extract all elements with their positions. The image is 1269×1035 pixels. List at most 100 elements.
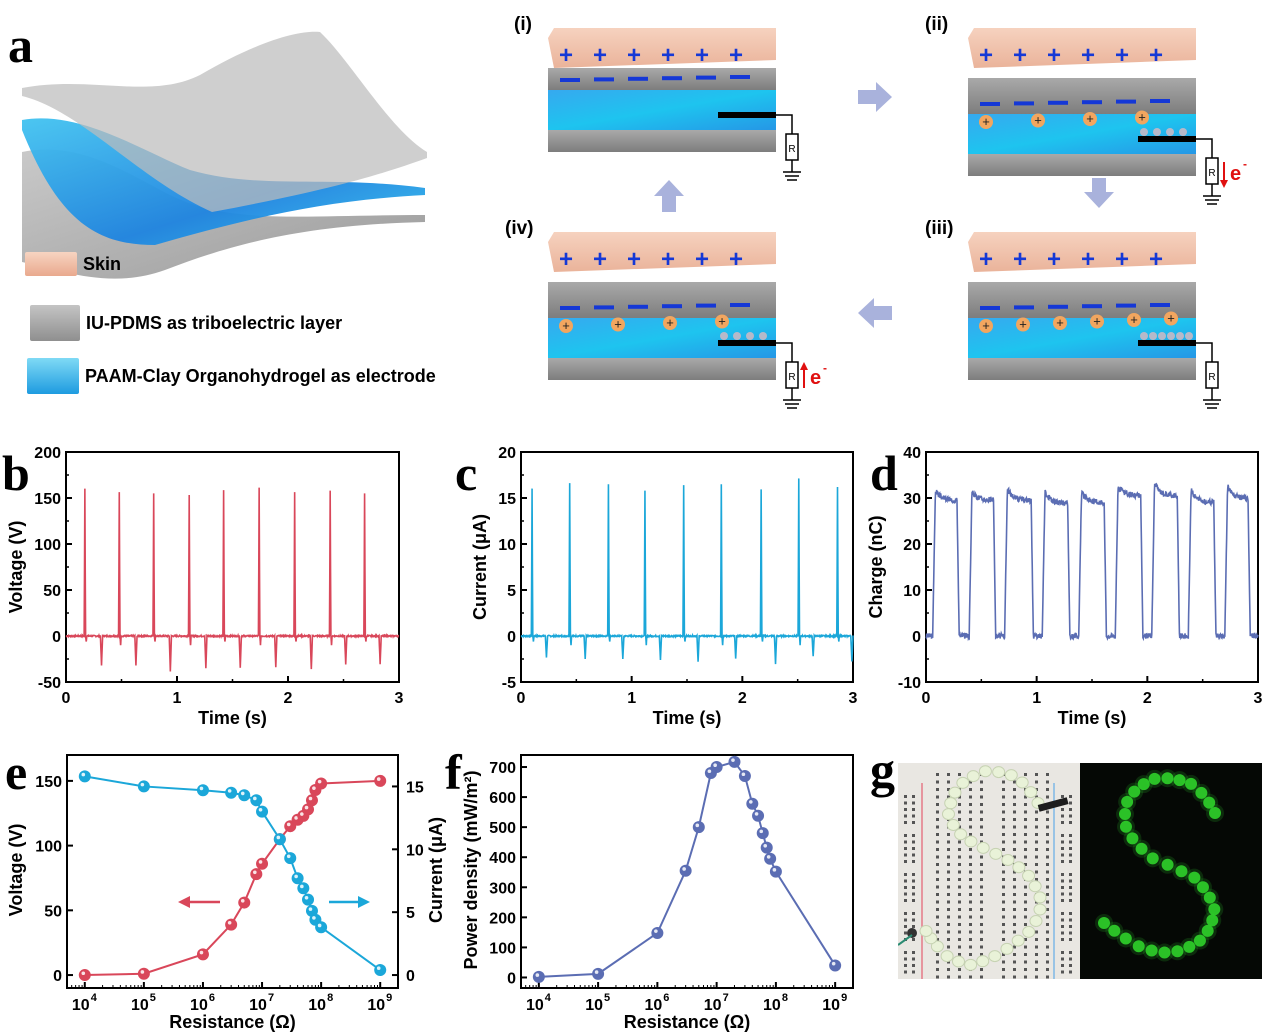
breadboard-hole: [1069, 951, 1072, 954]
data-point-power-density-highlight: [535, 973, 540, 977]
y-tick-label: 5: [406, 905, 415, 922]
data-point-current: [250, 794, 263, 807]
series-line-current: [84, 775, 381, 971]
breadboard-hole: [904, 951, 907, 954]
x-tick-exponent: 6: [663, 992, 669, 1004]
breadboard-hole: [947, 780, 950, 784]
positive-charge-icon: +: [1047, 246, 1061, 273]
breadboard-hole: [980, 915, 983, 919]
device-schematic-3: + + + + + + + + + + + + R: [968, 232, 1221, 409]
led-lit-icon: [1146, 852, 1159, 865]
anion-icon: [1167, 332, 1175, 340]
cation-plus: +: [982, 318, 990, 333]
led-off-icon: [966, 770, 980, 783]
breadboard-hole: [1046, 773, 1049, 776]
anion-icon: [759, 332, 767, 340]
pdms-bottom-layer: [548, 130, 776, 152]
led-glow: [1095, 914, 1113, 932]
breadboard-hole: [1061, 892, 1064, 896]
data-point-current-highlight: [300, 884, 304, 889]
electrode-strip: [718, 340, 776, 346]
led-glow: [1193, 878, 1212, 897]
arrow-right-icon: [858, 82, 892, 112]
panel-letter-d: d: [870, 445, 898, 501]
breadboard-hole: [1013, 780, 1016, 784]
data-point-power-density-highlight: [594, 970, 599, 974]
y-tick-label: 200: [489, 910, 516, 927]
breadboard-hole: [1024, 938, 1027, 941]
breadboard-hole: [1035, 953, 1038, 956]
breadboard-hole: [1024, 960, 1027, 964]
y-tick-label: 400: [489, 850, 516, 867]
breadboard-hole: [969, 953, 972, 956]
breadboard-hole: [1002, 915, 1005, 919]
led-glow: [1116, 817, 1135, 836]
cation-plus: +: [1130, 312, 1138, 327]
data-point-voltage-highlight: [312, 786, 316, 790]
skin-block-icon: [25, 252, 77, 276]
data-point-current-highlight: [286, 854, 291, 859]
data-point-voltage-highlight: [376, 777, 381, 781]
y-tick-label: 20: [903, 537, 921, 554]
breadboard-hole: [1069, 970, 1072, 974]
electron-label: e: [1230, 163, 1241, 185]
breadboard-hole: [1035, 825, 1038, 829]
breadboard-hole: [1069, 795, 1072, 798]
wire: [776, 342, 793, 362]
breadboard-hole: [1061, 834, 1064, 837]
anion-icon: [1185, 332, 1193, 340]
negative-charge-icon: [1014, 305, 1034, 310]
breadboard-hole: [904, 821, 907, 824]
breadboard-hole: [1046, 908, 1049, 911]
y-tick-label: -50: [38, 675, 61, 692]
led-off-icon: [1004, 769, 1018, 782]
data-point-voltage-highlight: [286, 822, 291, 827]
pdms-top-layer: [968, 78, 1196, 114]
cation-icon: [559, 319, 573, 333]
positive-charge-icon: +: [1081, 246, 1095, 273]
cation-icon: [979, 115, 993, 129]
breadboard-hole: [912, 925, 915, 928]
y-tick-label: 150: [34, 491, 61, 508]
breadboard-hole: [1002, 953, 1005, 956]
breadboard-hole: [936, 953, 939, 956]
breadboard-hole: [1046, 810, 1049, 814]
led-off-icon: [988, 950, 1002, 963]
led-glow: [1182, 774, 1201, 793]
breadboard-hole: [958, 795, 961, 799]
breadboard-hole: [1046, 788, 1049, 791]
breadboard-hole: [1024, 773, 1027, 776]
breadboard-hole: [936, 780, 939, 784]
breadboard-hole: [1024, 900, 1027, 904]
breadboard-hole: [969, 900, 972, 904]
breadboard-hole: [1035, 870, 1038, 874]
breadboard-hole: [1046, 915, 1049, 919]
breadboard-hole: [1002, 960, 1005, 964]
breadboard-hole: [912, 970, 915, 974]
x-axis-label: Time (s): [653, 708, 722, 728]
positive-charge-icon: +: [1081, 42, 1095, 69]
y-axis-label: Charge (nC): [866, 515, 886, 618]
breadboard-hole: [936, 810, 939, 814]
breadboard-hole: [947, 893, 950, 896]
cation-plus: +: [1086, 111, 1094, 126]
breadboard-hole: [1069, 938, 1072, 941]
data-point-power-density-highlight: [831, 961, 836, 966]
led-glow: [1129, 937, 1148, 956]
y-axis-label: Voltage (V): [6, 521, 26, 614]
negative-charge-icon: [1116, 99, 1136, 104]
negative-charge-icon: [1082, 304, 1102, 309]
arrow-left-icon: [858, 298, 892, 328]
breadboard-hole: [969, 780, 972, 784]
breadboard-hole: [969, 878, 972, 881]
data-point-power-density: [829, 959, 842, 972]
breadboard-hole: [947, 945, 950, 949]
breadboard-hole: [904, 840, 907, 844]
led-glow: [1118, 792, 1137, 811]
step-label-iv: (iv): [505, 218, 534, 239]
cation-plus: +: [614, 317, 622, 332]
breadboard-hole: [904, 964, 907, 967]
breadboard-hole: [912, 814, 915, 818]
led-glow: [1190, 931, 1209, 950]
